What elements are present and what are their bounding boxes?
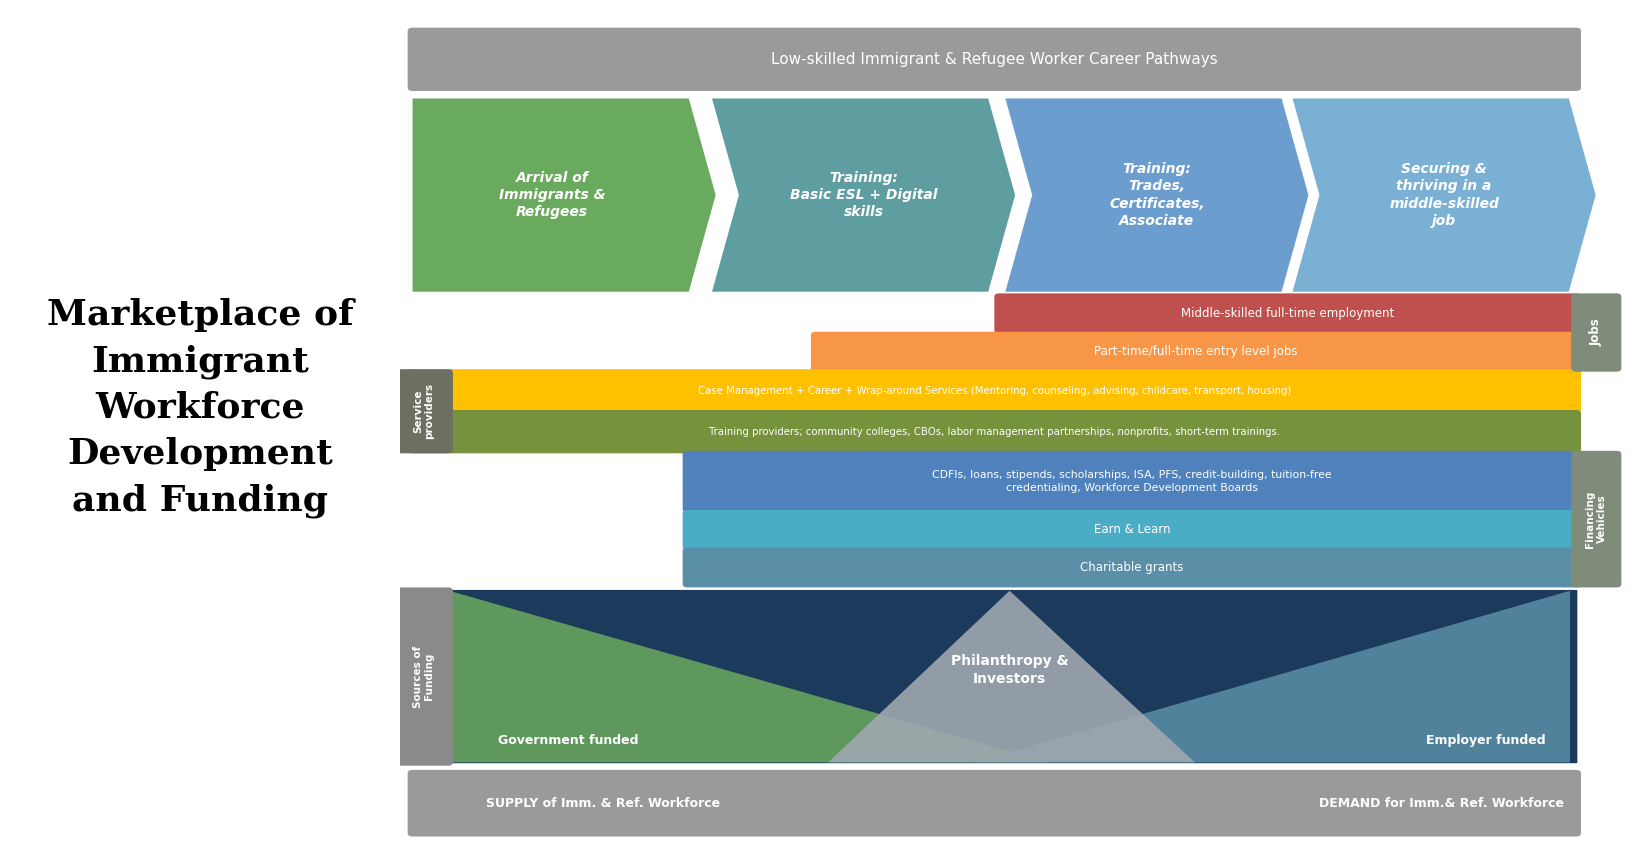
Text: Training:
Trades,
Certificates,
Associate: Training: Trades, Certificates, Associat… — [1109, 162, 1204, 228]
Text: Financing
Vehicles: Financing Vehicles — [1585, 490, 1608, 547]
FancyBboxPatch shape — [407, 369, 1582, 412]
FancyBboxPatch shape — [995, 293, 1582, 333]
Text: Middle-skilled full-time employment: Middle-skilled full-time employment — [1181, 307, 1394, 320]
Text: DEMAND for Imm.& Ref. Workforce: DEMAND for Imm.& Ref. Workforce — [1319, 796, 1564, 810]
FancyBboxPatch shape — [683, 547, 1582, 587]
Text: Employer funded: Employer funded — [1426, 734, 1546, 747]
Polygon shape — [412, 99, 716, 292]
FancyBboxPatch shape — [1572, 293, 1621, 371]
FancyBboxPatch shape — [1572, 450, 1621, 587]
FancyBboxPatch shape — [407, 770, 1582, 836]
FancyBboxPatch shape — [407, 410, 1582, 453]
FancyBboxPatch shape — [683, 510, 1582, 550]
FancyBboxPatch shape — [407, 28, 1582, 91]
Text: Earn & Learn: Earn & Learn — [1093, 524, 1170, 536]
Text: Low-skilled Immigrant & Refugee Worker Career Pathways: Low-skilled Immigrant & Refugee Worker C… — [771, 52, 1217, 67]
Text: Service
providers: Service providers — [413, 383, 435, 439]
Text: Securing &
thriving in a
middle-skilled
job: Securing & thriving in a middle-skilled … — [1389, 162, 1498, 228]
Text: Training providers; community colleges, CBOs, labor management partnerships, non: Training providers; community colleges, … — [709, 427, 1279, 437]
Text: Sources of
Funding: Sources of Funding — [413, 645, 435, 708]
FancyBboxPatch shape — [810, 332, 1582, 371]
Text: Charitable grants: Charitable grants — [1080, 561, 1183, 574]
Text: Government funded: Government funded — [498, 734, 639, 747]
Text: Arrival of
Immigrants &
Refugees: Arrival of Immigrants & Refugees — [498, 171, 605, 219]
Text: CDFIs, loans, stipends, scholarships, ISA, PFS, credit-building, tuition-free
cr: CDFIs, loans, stipends, scholarships, IS… — [931, 470, 1332, 493]
FancyBboxPatch shape — [683, 450, 1582, 513]
Polygon shape — [449, 591, 1047, 762]
FancyBboxPatch shape — [394, 587, 453, 766]
Text: Case Management + Career + Wrap-around Services (Mentoring, counseling, advising: Case Management + Career + Wrap-around S… — [698, 386, 1291, 396]
Text: Part-time/full-time entry level jobs: Part-time/full-time entry level jobs — [1095, 345, 1297, 358]
Polygon shape — [828, 591, 1194, 762]
Polygon shape — [1292, 99, 1596, 292]
Polygon shape — [975, 591, 1570, 762]
FancyBboxPatch shape — [394, 369, 453, 453]
FancyBboxPatch shape — [412, 590, 1577, 763]
Text: Philanthropy &
Investors: Philanthropy & Investors — [951, 654, 1069, 686]
Text: Jobs: Jobs — [1590, 319, 1603, 347]
Polygon shape — [1005, 99, 1309, 292]
Text: SUPPLY of Imm. & Ref. Workforce: SUPPLY of Imm. & Ref. Workforce — [485, 796, 721, 810]
Text: Training:
Basic ESL + Digital
skills: Training: Basic ESL + Digital skills — [789, 171, 938, 219]
Text: Marketplace of
Immigrant
Workforce
Development
and Funding: Marketplace of Immigrant Workforce Devel… — [47, 298, 353, 518]
Polygon shape — [712, 99, 1015, 292]
